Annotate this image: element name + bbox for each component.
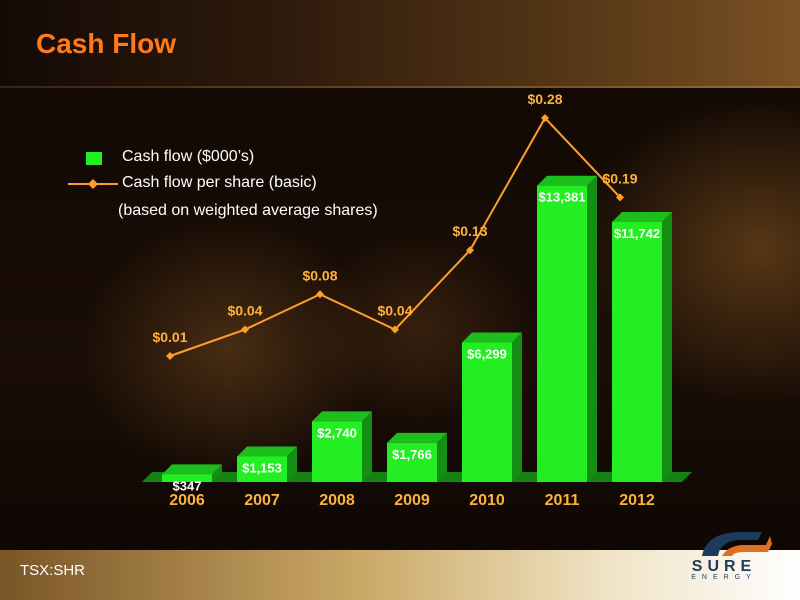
legend-line-marker — [88, 179, 98, 189]
bar-2007 — [237, 456, 287, 482]
title-band — [0, 0, 800, 88]
line-point-2011 — [541, 114, 549, 122]
bar-top-2006 — [162, 464, 222, 475]
bar-value-label-2006: $347 — [173, 478, 202, 493]
legend-bar-label: Cash flow ($000’s) — [122, 148, 255, 165]
cps-value-label-2007: $0.04 — [227, 303, 262, 319]
x-tick-2012: 2012 — [619, 492, 655, 509]
bar-value-label-2008: $2,740 — [317, 425, 357, 440]
x-tick-2007: 2007 — [244, 492, 280, 509]
logo-word: SURE — [691, 558, 757, 575]
line-point-2008 — [316, 290, 324, 299]
bar-top-2009 — [387, 432, 447, 443]
bar-top-2012 — [612, 211, 672, 222]
bar-2011 — [537, 185, 587, 482]
bar-value-label-2009: $1,766 — [392, 447, 432, 462]
bar-2009 — [387, 442, 437, 482]
legend-line-label: Cash flow per share (basic) — [122, 174, 317, 191]
bar-side-2008 — [362, 411, 372, 482]
x-tick-2011: 2011 — [545, 492, 580, 509]
bar-2010 — [462, 342, 512, 482]
bar-top-2010 — [462, 332, 522, 343]
x-tick-2008: 2008 — [319, 492, 355, 509]
cps-value-label-2006: $0.01 — [152, 329, 187, 345]
x-tick-2009: 2009 — [394, 492, 430, 509]
bar-side-2011 — [587, 175, 597, 482]
ticker-symbol: TSX:SHR — [20, 562, 86, 579]
bar-side-2009 — [437, 432, 447, 482]
x-tick-2006: 2006 — [169, 492, 205, 509]
cps-value-label-2011: $0.28 — [527, 91, 562, 107]
cps-value-label-2009: $0.04 — [377, 303, 412, 319]
cps-value-label-2010: $0.13 — [452, 223, 487, 239]
logo-mark-icon — [702, 532, 772, 556]
bar-side-2010 — [512, 332, 522, 482]
line-point-2007 — [241, 325, 249, 334]
line-point-2010 — [466, 246, 474, 255]
line-point-2012 — [616, 193, 624, 202]
x-tick-2010: 2010 — [469, 492, 505, 509]
bar-side-2012 — [662, 211, 672, 482]
bar-side-2006 — [212, 464, 222, 482]
cps-value-label-2008: $0.08 — [302, 267, 337, 283]
company-logo: SURE ENERGY — [672, 520, 776, 582]
footer-band — [0, 550, 800, 600]
line-point-2006 — [166, 352, 174, 360]
bar-value-label-2012: $11,742 — [614, 226, 660, 241]
bar-value-label-2007: $1,153 — [242, 460, 282, 475]
bar-2012 — [612, 221, 662, 482]
bar-value-label-2011: $13,381 — [539, 190, 586, 205]
logo-subword: ENERGY — [691, 574, 757, 581]
cps-value-label-2012: $0.19 — [602, 170, 637, 186]
bar-top-2008 — [312, 411, 372, 422]
slide-title: Cash Flow — [36, 28, 177, 59]
bar-top-2007 — [237, 446, 297, 457]
bar-value-label-2010: $6,299 — [467, 347, 507, 362]
bar-2008 — [312, 421, 362, 482]
bar-top-2011 — [537, 175, 597, 186]
line-point-2009 — [391, 325, 399, 334]
cash-flow-chart: $347 $1,153 $2,740 $1,766 $6,299 $13,381 $11,7… — [68, 91, 692, 509]
bar-2006 — [162, 474, 212, 482]
legend-bar-swatch — [86, 152, 102, 165]
legend-note: (based on weighted average shares) — [118, 202, 378, 219]
bar-side-2007 — [287, 446, 297, 482]
